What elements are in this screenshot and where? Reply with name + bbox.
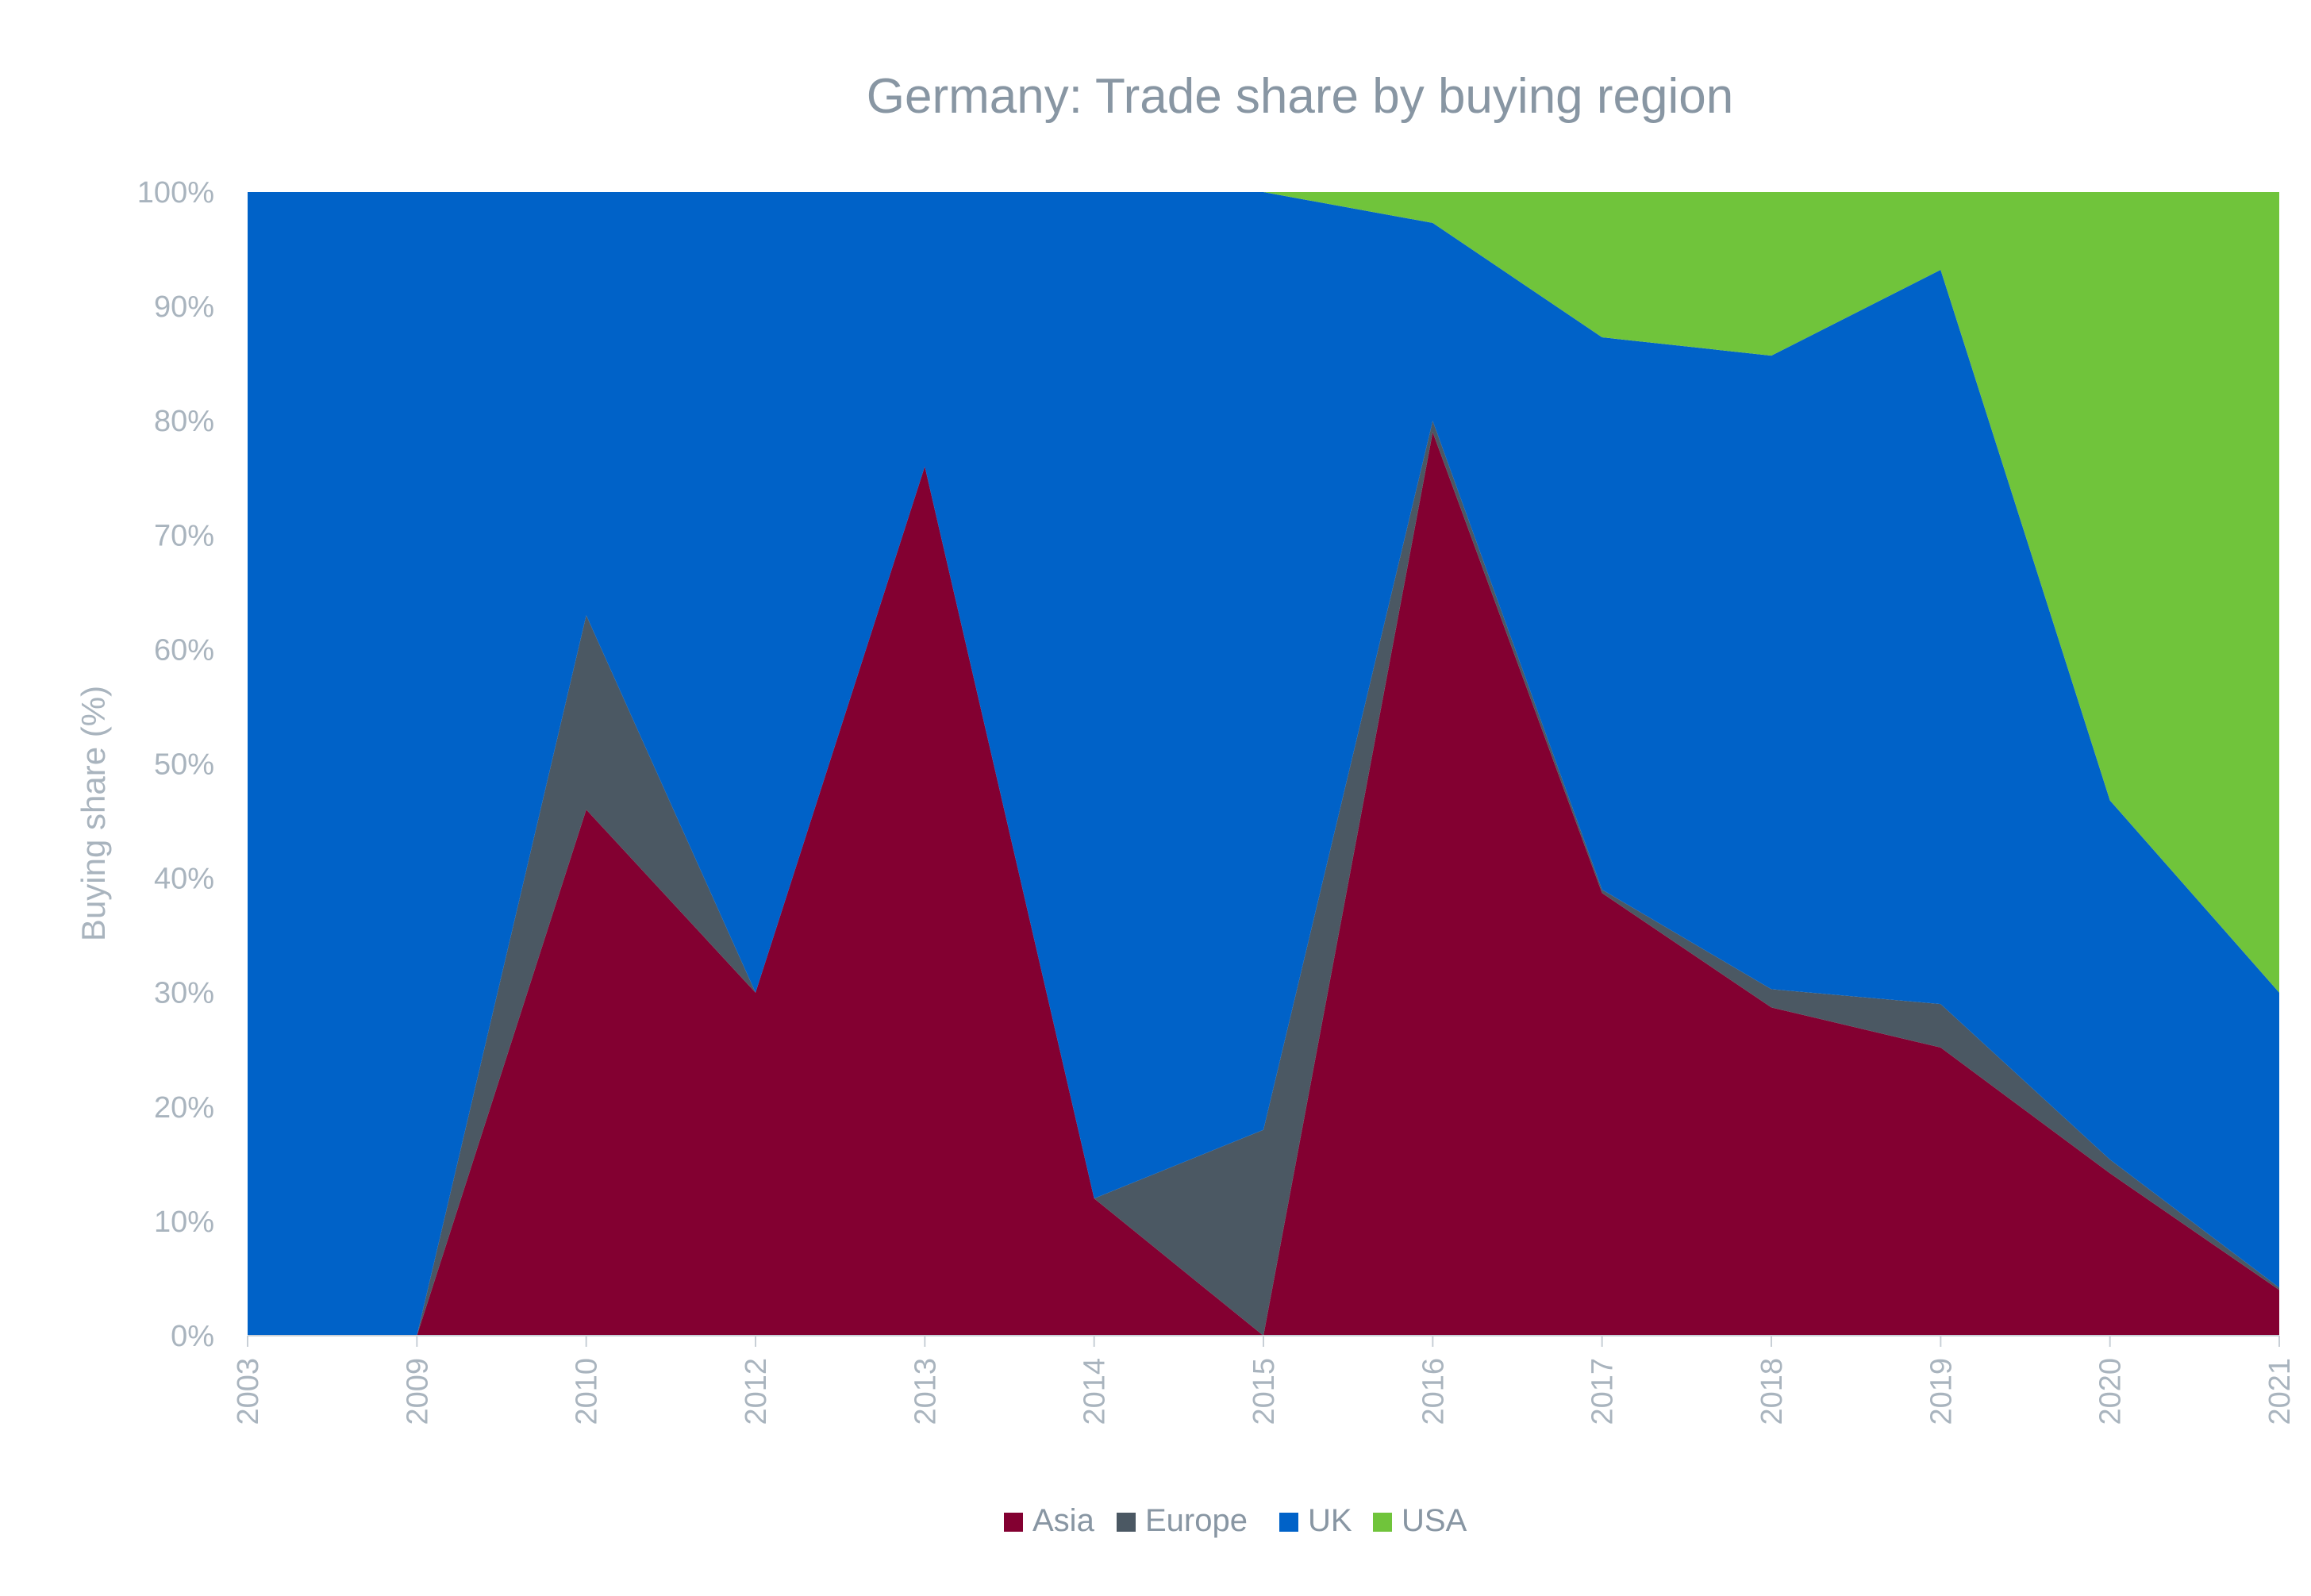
area-uk: [248, 192, 2279, 1336]
y-tick-label: 30%: [154, 977, 214, 1010]
legend-label-europe: Europe: [1145, 1503, 1248, 1538]
area-usa: [248, 192, 2279, 993]
y-tick-label: 90%: [154, 290, 214, 324]
x-tick-label: 2018: [1755, 1358, 1789, 1425]
y-tick-label: 100%: [137, 176, 214, 210]
legend: Asia Europe UK USA: [1004, 1503, 1467, 1538]
x-tick-label: 2010: [571, 1358, 604, 1425]
y-axis-label: Buying share (%): [75, 686, 112, 941]
x-tick-label: 2021: [2263, 1358, 2297, 1425]
area-asia: [248, 432, 2279, 1336]
legend-swatch-asia: [1004, 1513, 1023, 1532]
stacked-areas: [248, 192, 2279, 1336]
legend-swatch-europe: [1117, 1513, 1136, 1532]
y-tick-label: 60%: [154, 633, 214, 667]
x-tick-label: 2009: [401, 1358, 434, 1425]
y-tick-label: 10%: [154, 1206, 214, 1239]
y-tick-label: 0%: [171, 1320, 214, 1353]
legend-label-usa: USA: [1402, 1503, 1467, 1538]
legend-label-uk: UK: [1308, 1503, 1352, 1538]
chart-title: Germany: Trade share by buying region: [867, 69, 1733, 124]
x-tick-label: 2013: [909, 1358, 942, 1425]
y-tick-label: 80%: [154, 405, 214, 438]
x-tick-label: 2016: [1417, 1358, 1450, 1425]
x-tick-label: 2019: [1925, 1358, 1958, 1425]
x-tick-label: 2017: [1586, 1358, 1620, 1425]
y-tick-label: 50%: [154, 748, 214, 782]
y-tick-label: 70%: [154, 519, 214, 552]
x-tick-label: 2015: [1248, 1358, 1281, 1425]
y-tick-label: 40%: [154, 863, 214, 896]
legend-label-asia: Asia: [1032, 1503, 1095, 1538]
legend-swatch-uk: [1279, 1513, 1298, 1532]
x-axis-ticks: 2003 2009 2010 2012 2013 2014 2015 2016 2017 2018…: [232, 1335, 2297, 1425]
y-axis-ticks: 0% 10% 20% 30% 40% 50% 60% 70% 80% 90% 100%: [137, 176, 214, 1353]
x-tick-label: 2020: [2094, 1358, 2128, 1425]
legend-swatch-usa: [1373, 1513, 1392, 1532]
x-tick-label: 2012: [740, 1358, 773, 1425]
x-tick-label: 2003: [232, 1358, 265, 1425]
y-tick-label: 20%: [154, 1091, 214, 1125]
area-europe: [248, 421, 2279, 1336]
x-tick-label: 2014: [1079, 1358, 1112, 1425]
